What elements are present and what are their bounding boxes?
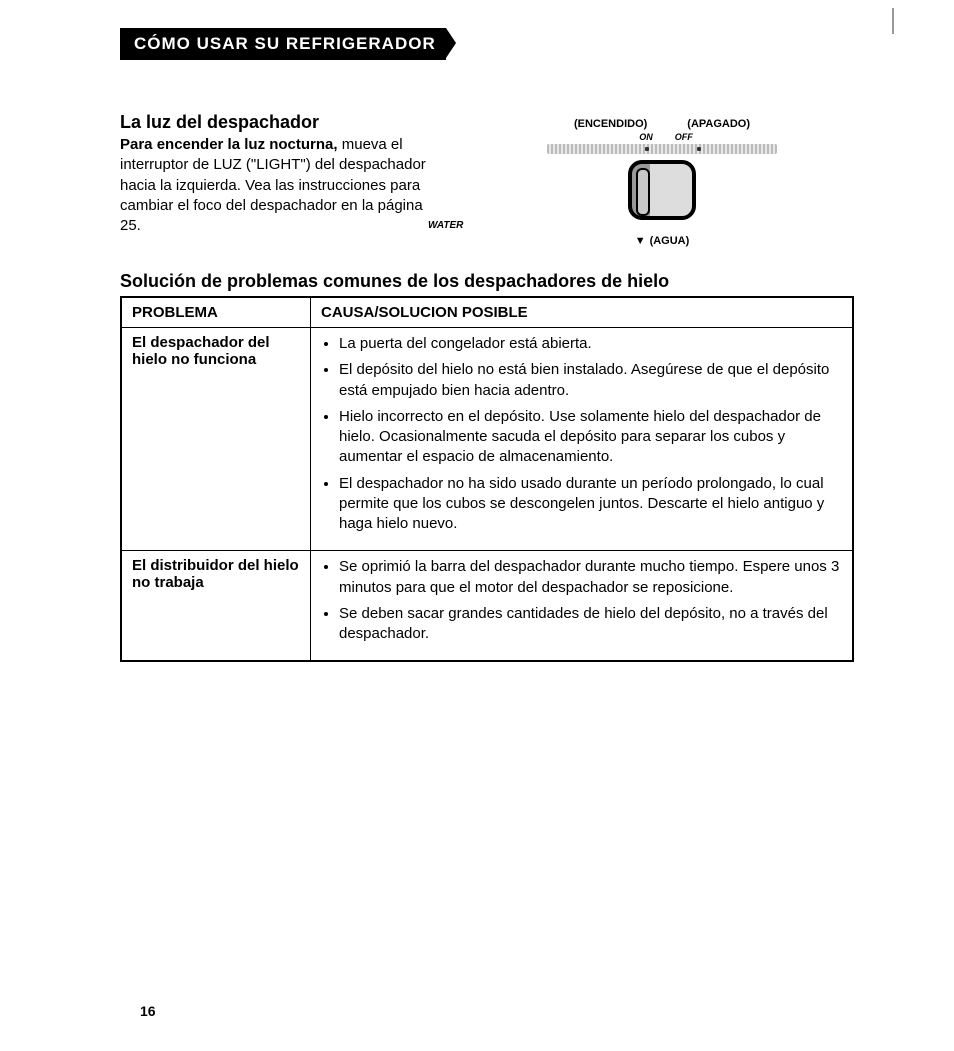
label-apagado: (APAGADO): [687, 118, 750, 130]
cause-item: Se deben sacar grandes cantidades de hie…: [339, 604, 842, 645]
page-number: 16: [140, 1003, 156, 1019]
dispenser-light-body: Para encender la luz nocturna, mueva el …: [120, 135, 440, 236]
cause-item: El despachador no ha sido usado durante …: [339, 474, 842, 535]
problem-cell: El despachador del hielo no funciona: [121, 328, 311, 551]
switch-state-labels: (ENCENDIDO) (APAGADO): [470, 118, 854, 130]
label-agua: (AGUA): [650, 235, 690, 247]
dispenser-light-text-col: La luz del despachador Para encender la …: [120, 112, 440, 236]
col-header-problem: PROBLEMA: [121, 297, 311, 328]
dispenser-light-lead-bold: Para encender la luz nocturna,: [120, 136, 338, 153]
label-water-small: WATER: [428, 220, 854, 231]
down-arrow-icon: ▼: [635, 235, 646, 247]
cause-item: Se oprimió la barra del despachador dura…: [339, 557, 842, 598]
troubleshooting-title: Solución de problemas comunes de los des…: [120, 271, 854, 292]
cause-cell: Se oprimió la barra del despachador dura…: [311, 551, 854, 662]
problem-cell: El distribuidor del hielo no trabaja: [121, 551, 311, 662]
section-header-bar: CÓMO USAR SU REFRIGERADOR: [120, 28, 446, 60]
manual-page: CÓMO USAR SU REFRIGERADOR La luz del des…: [0, 0, 954, 662]
table-row: El despachador del hielo no funcionaLa p…: [121, 328, 853, 551]
cause-list: La puerta del congelador está abierta. El…: [321, 334, 842, 534]
dispenser-light-title: La luz del despachador: [120, 112, 440, 133]
table-body: El despachador del hielo no funcionaLa p…: [121, 328, 853, 662]
switch-diagram: (ENCENDIDO) (APAGADO) ON OFF WATER ▼ (AG…: [470, 112, 854, 247]
water-row: ▼ (AGUA): [470, 235, 854, 247]
label-off: OFF: [675, 132, 693, 142]
cause-list: Se oprimió la barra del despachador dura…: [321, 557, 842, 644]
slider-notch-off: [697, 147, 701, 151]
section-header-text: CÓMO USAR SU REFRIGERADOR: [134, 34, 436, 53]
dispenser-light-section: La luz del despachador Para encender la …: [120, 112, 854, 247]
table-header-row: PROBLEMA CAUSA/SOLUCION POSIBLE: [121, 297, 853, 328]
switch-onoff-labels: ON OFF: [478, 132, 854, 142]
label-encendido: (ENCENDIDO): [574, 118, 647, 130]
label-on: ON: [639, 132, 653, 142]
troubleshooting-table: PROBLEMA CAUSA/SOLUCION POSIBLE El despa…: [120, 296, 854, 662]
scan-edge-mark: [892, 8, 894, 34]
col-header-cause: CAUSA/SOLUCION POSIBLE: [311, 297, 854, 328]
cause-item: El depósito del hielo no está bien insta…: [339, 360, 842, 401]
dispenser-icon: [628, 160, 696, 220]
cause-cell: La puerta del congelador está abierta. El…: [311, 328, 854, 551]
switch-slider-track: [547, 144, 777, 154]
cause-item: Hielo incorrecto en el depósito. Use sol…: [339, 407, 842, 468]
cause-item: La puerta del congelador está abierta.: [339, 334, 842, 354]
table-row: El distribuidor del hielo no trabaja Se o…: [121, 551, 853, 662]
slider-notch-on: [645, 147, 649, 151]
